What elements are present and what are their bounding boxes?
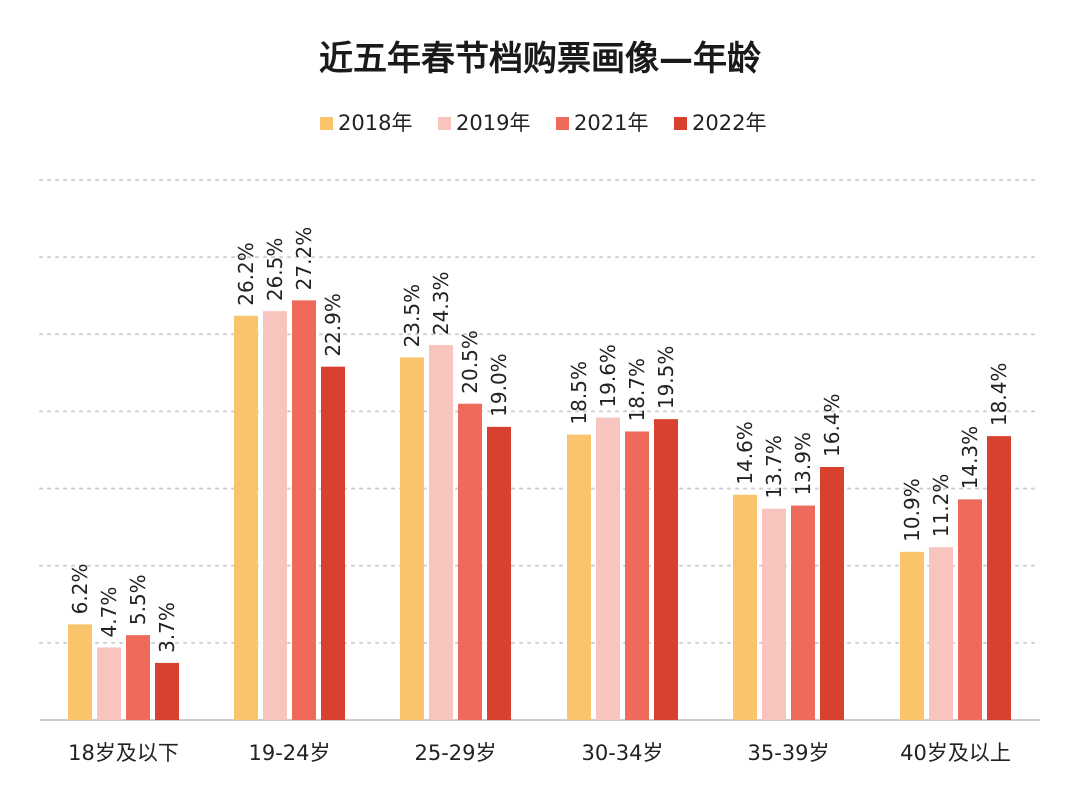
bar [400, 357, 424, 720]
legend-label: 2022年 [692, 111, 766, 135]
data-label: 14.6% [733, 421, 757, 485]
bar [567, 434, 591, 720]
data-label: 18.5% [567, 361, 591, 425]
data-label: 10.9% [900, 478, 924, 542]
bar [929, 547, 953, 720]
bar [97, 647, 121, 720]
bar [155, 662, 179, 720]
data-label: 4.7% [97, 587, 121, 638]
x-tick-label: 18岁及以下 [68, 741, 179, 765]
bar [126, 635, 150, 720]
data-label: 6.2% [68, 564, 92, 615]
legend-swatch [556, 117, 569, 130]
bar [820, 466, 844, 720]
bar [321, 366, 345, 720]
data-label: 3.7% [155, 602, 179, 653]
legend-label: 2021年 [574, 111, 648, 135]
x-axis-ticks: 18岁及以下 19-24岁 25-29岁 30-34岁 35-39岁 40岁及以上 [68, 741, 1011, 765]
data-label: 13.7% [762, 435, 786, 499]
x-tick-label: 40岁及以上 [900, 741, 1011, 765]
legend-item: 2018年 [320, 111, 412, 135]
bar [654, 419, 678, 720]
data-label: 14.3% [958, 426, 982, 490]
x-tick-label: 25-29岁 [414, 741, 496, 765]
data-label: 23.5% [400, 284, 424, 348]
x-tick-label: 35-39岁 [747, 741, 829, 765]
bar [958, 499, 982, 720]
x-tick-label: 30-34岁 [581, 741, 663, 765]
data-label: 18.7% [625, 358, 649, 422]
bar [234, 315, 258, 720]
data-label: 26.2% [234, 242, 258, 306]
data-label: 24.3% [429, 272, 453, 336]
data-label: 16.4% [820, 393, 844, 457]
x-tick-label: 19-24岁 [248, 741, 330, 765]
data-label: 19.6% [596, 344, 620, 408]
bar [791, 505, 815, 720]
data-label: 20.5% [458, 330, 482, 394]
legend: 2018年 2019年 2021年 2022年 [320, 111, 766, 135]
bar [596, 417, 620, 720]
bar [458, 403, 482, 720]
data-label: 18.4% [987, 363, 1011, 427]
bar [762, 508, 786, 720]
data-label: 22.9% [321, 293, 345, 357]
data-label: 5.5% [126, 574, 150, 625]
bar [429, 345, 453, 720]
bars [68, 300, 1011, 720]
data-label: 11.2% [929, 474, 953, 538]
legend-item: 2021年 [556, 111, 648, 135]
data-label: 19.5% [654, 346, 678, 410]
legend-item: 2019年 [438, 111, 530, 135]
bar [263, 311, 287, 720]
bar [292, 300, 316, 720]
value-labels: 6.2% 4.7% 5.5%3.7% 26.2% 26.5% 27.2%22.9% 23.5… [68, 227, 1011, 653]
gridlines [39, 179, 1041, 721]
bar [733, 494, 757, 720]
legend-swatch [438, 117, 451, 130]
data-label: 26.5% [263, 238, 287, 302]
chart-title: 近五年春节档购票画像—年龄 [319, 39, 761, 79]
data-label: 13.9% [791, 432, 815, 496]
legend-swatch [320, 117, 333, 130]
bar [487, 426, 511, 720]
data-label: 19.0% [487, 353, 511, 417]
legend-label: 2019年 [456, 111, 530, 135]
bar [68, 624, 92, 720]
data-label: 27.2% [292, 227, 316, 291]
legend-swatch [674, 117, 687, 130]
legend-item: 2022年 [674, 111, 766, 135]
bar [900, 551, 924, 720]
bar [987, 436, 1011, 720]
legend-label: 2018年 [338, 111, 412, 135]
bar [625, 431, 649, 720]
